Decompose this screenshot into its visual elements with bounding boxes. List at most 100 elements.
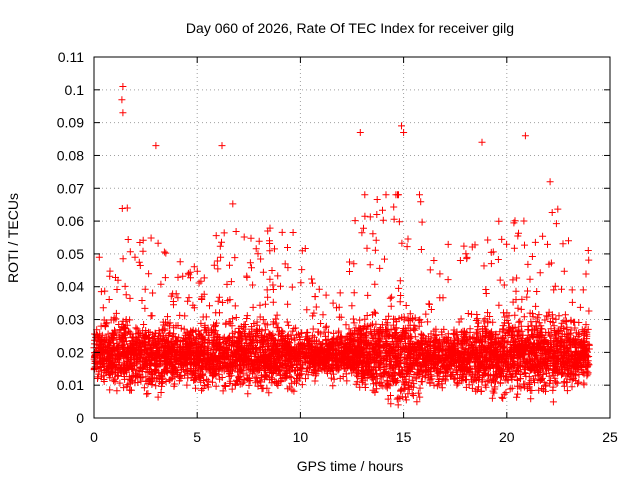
data-point <box>375 337 383 345</box>
data-point <box>381 255 388 263</box>
data-point <box>223 363 231 371</box>
data-point <box>439 336 447 344</box>
data-point <box>552 360 560 368</box>
data-point <box>574 380 582 388</box>
data-point <box>361 384 369 391</box>
data-point <box>387 373 395 381</box>
data-point <box>563 378 571 386</box>
data-point <box>184 367 192 375</box>
data-point <box>535 358 543 366</box>
data-point <box>142 332 149 340</box>
data-point <box>115 342 123 350</box>
data-point <box>379 216 387 224</box>
data-point <box>271 245 278 253</box>
data-point <box>158 340 166 348</box>
data-point <box>216 242 224 250</box>
data-point <box>304 371 312 379</box>
data-point <box>136 371 144 379</box>
data-point <box>210 261 218 269</box>
data-point <box>266 275 274 283</box>
data-point <box>484 309 491 317</box>
data-point <box>119 255 127 263</box>
data-point <box>304 328 312 336</box>
data-point <box>486 313 494 320</box>
data-point <box>525 326 533 334</box>
data-point <box>378 321 386 329</box>
data-point <box>203 375 211 383</box>
data-point <box>162 367 170 375</box>
data-point <box>228 360 236 368</box>
data-point <box>212 232 220 240</box>
data-point <box>443 372 451 380</box>
data-point <box>255 237 263 245</box>
data-point <box>218 238 225 246</box>
data-point <box>230 347 238 355</box>
data-point <box>110 377 118 385</box>
data-point <box>410 358 418 366</box>
data-point <box>155 378 163 386</box>
data-point <box>152 382 160 390</box>
data-point <box>390 368 398 376</box>
data-point <box>521 370 529 377</box>
data-point <box>388 293 396 301</box>
data-point <box>171 341 179 349</box>
data-point <box>382 340 390 348</box>
data-point <box>535 311 543 319</box>
data-point <box>418 367 426 375</box>
data-point <box>118 323 126 331</box>
data-point <box>282 356 290 364</box>
data-point <box>248 264 255 272</box>
data-point <box>564 330 572 338</box>
data-point <box>309 312 317 320</box>
data-point <box>432 367 440 375</box>
data-point <box>514 232 522 240</box>
data-point <box>417 330 425 338</box>
data-point <box>399 330 407 338</box>
data-point <box>346 258 353 266</box>
data-point <box>531 238 539 246</box>
data-point <box>244 390 252 398</box>
data-point <box>546 379 554 387</box>
data-point <box>208 343 216 351</box>
data-point <box>463 363 471 371</box>
data-point <box>487 260 495 268</box>
data-point <box>234 368 242 376</box>
data-point <box>176 258 184 266</box>
data-point <box>175 373 183 381</box>
data-point <box>554 337 562 345</box>
data-point <box>210 366 218 374</box>
data-point <box>167 358 174 366</box>
data-point <box>267 374 275 382</box>
data-point <box>578 326 586 334</box>
data-point <box>282 372 290 380</box>
data-point <box>477 361 485 369</box>
data-point <box>297 329 305 337</box>
data-point <box>479 343 487 351</box>
data-point <box>106 386 114 394</box>
data-point <box>364 323 372 331</box>
data-point <box>274 382 282 389</box>
data-point <box>513 274 521 282</box>
data-point <box>123 382 131 390</box>
data-point <box>141 304 149 312</box>
data-point <box>415 316 423 324</box>
data-point <box>390 370 398 378</box>
data-point <box>120 361 128 369</box>
data-point <box>239 334 247 342</box>
data-point <box>298 266 306 274</box>
data-point <box>269 286 277 293</box>
data-point <box>182 340 189 348</box>
data-point <box>373 196 381 203</box>
data-point <box>288 361 296 369</box>
data-point <box>579 286 587 294</box>
data-point <box>363 354 371 362</box>
data-point <box>240 233 248 241</box>
data-point <box>364 291 372 299</box>
data-point <box>384 332 392 340</box>
data-point <box>259 268 267 276</box>
data-point <box>180 325 188 333</box>
data-point <box>512 296 520 304</box>
data-point <box>393 318 401 326</box>
data-point <box>224 334 232 342</box>
data-point <box>533 288 541 295</box>
